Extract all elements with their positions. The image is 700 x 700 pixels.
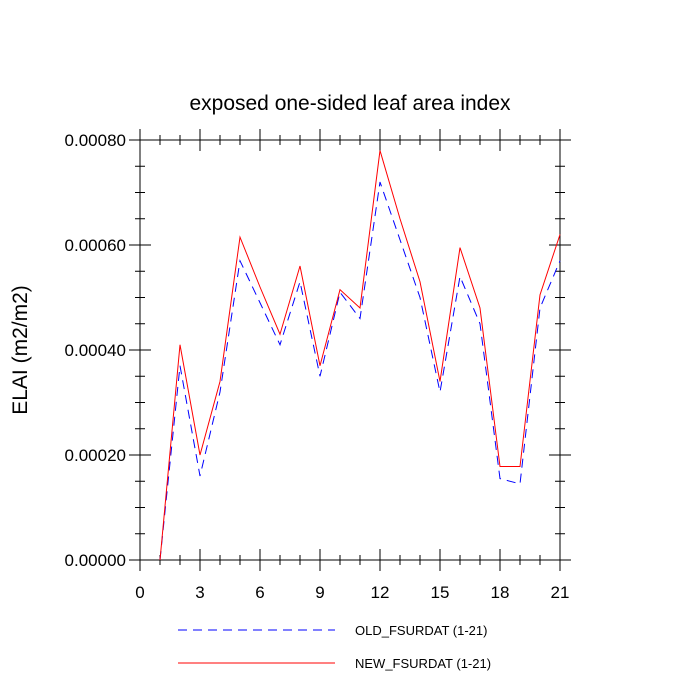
chart-title: exposed one-sided leaf area index [189, 92, 511, 115]
y-tick-label: 0.00000 [65, 551, 126, 570]
x-tick-label: 12 [371, 583, 390, 602]
y-tick-label: 0.00040 [65, 341, 126, 360]
y-tick-label: 0.00080 [65, 131, 126, 150]
series-line-old [159, 181, 561, 561]
plot-frame [139, 139, 561, 561]
x-tick-label: 9 [315, 583, 324, 602]
x-tick-label: 6 [255, 583, 264, 602]
legend-label: NEW_FSURDAT (1-21) [355, 656, 491, 671]
legend-label: OLD_FSURDAT (1-21) [355, 623, 487, 638]
series-line-new [159, 150, 561, 561]
y-axis-label: ELAI (m2/m2) [9, 285, 32, 415]
y-tick-label: 0.00060 [65, 236, 126, 255]
x-tick-label: 0 [135, 583, 144, 602]
plot-area: 0 3 6 9 12 15 18 21 0.00000 0.00020 0.00040 0.00060… [65, 129, 571, 602]
x-tick-label: 15 [431, 583, 450, 602]
x-tick-label: 21 [551, 583, 570, 602]
x-tick-label: 3 [195, 583, 204, 602]
x-tick-label: 18 [491, 583, 510, 602]
legend: OLD_FSURDAT (1-21) NEW_FSURDAT (1-21) [178, 623, 491, 671]
y-tick-label: 0.00020 [65, 446, 126, 465]
